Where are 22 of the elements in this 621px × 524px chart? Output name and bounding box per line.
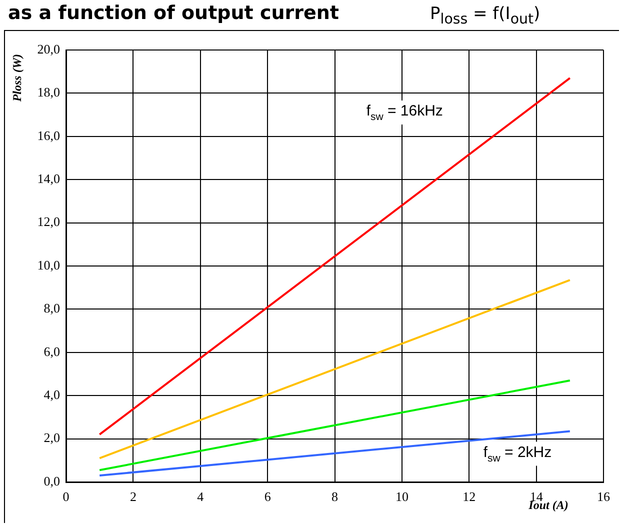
x-tick-label: 4 (197, 489, 204, 504)
x-tick-label: 10 (395, 489, 408, 504)
chart-subtitle: P$_{loss}$ = f(I$_{out}$) (430, 4, 540, 28)
y-tick-label: 2,0 (44, 430, 60, 446)
chart-title: as a function of output current (8, 2, 339, 24)
y-tick-label: 20,0 (37, 41, 60, 56)
x-tick-label: 6 (264, 489, 272, 504)
y-tick-label: 14,0 (37, 171, 60, 186)
x-tick-label: 2 (130, 489, 136, 504)
y-tick-label: 12,0 (37, 214, 60, 230)
y-tick-label: 16,0 (37, 128, 60, 143)
x-tick-label: 12 (462, 489, 476, 504)
x-tick-label: 8 (332, 489, 338, 504)
y-axis-title: Ploss (W) (10, 54, 24, 102)
y-tick-label: 10,0 (37, 257, 60, 272)
y-tick-label: 18,0 (37, 84, 60, 100)
y-tick-label: 8,0 (44, 300, 60, 316)
x-tick-label: 16 (597, 489, 610, 504)
x-tick-label: 0 (62, 489, 70, 504)
y-tick-label: 6,0 (44, 344, 60, 359)
y-tick-label: 4,0 (44, 387, 60, 402)
y-tick-label: 0,0 (44, 473, 60, 488)
